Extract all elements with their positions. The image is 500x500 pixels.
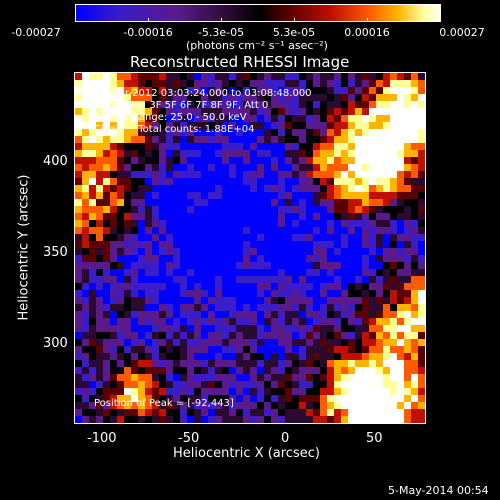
colorbar-tickmark xyxy=(440,18,441,22)
rhessi-map-image xyxy=(75,73,425,423)
colorbar-tick-label: 0.00016 xyxy=(344,26,390,39)
x-tick-label: -100 xyxy=(87,431,117,446)
annotation-detectors: Detectors: 3F 5F 6F 7F 8F 9F, Att 0 xyxy=(94,100,269,111)
colorbar-tick-label: -0.00016 xyxy=(123,26,173,39)
x-tick-label: 0 xyxy=(281,431,290,446)
annotation-peak-position: Position of Peak = [-92,443] xyxy=(94,398,234,409)
x-axis-label: Heliocentric X (arcsec) xyxy=(173,446,320,461)
map-pixels xyxy=(75,73,425,423)
colorbar-tickmark xyxy=(148,18,149,22)
annotation-clean-counts: Clean Total counts: 1.88E+04 xyxy=(94,124,255,135)
colorbar-tickmark xyxy=(221,18,222,22)
colorbar-tickmark xyxy=(294,18,295,22)
colorbar-tickmark xyxy=(75,18,76,22)
plot-frame xyxy=(74,72,426,424)
y-tick-label: 400 xyxy=(43,154,68,169)
x-tick-label: -50 xyxy=(178,431,200,446)
colorbar xyxy=(75,4,441,22)
y-axis-label: Heliocentric Y (arcsec) xyxy=(16,174,32,321)
colorbar-tickmark xyxy=(367,18,368,22)
colorbar-unit-label: (photons cm⁻² s⁻¹ asec⁻²) xyxy=(186,39,328,52)
annotation-energy-range: Energy Range: 25.0 - 50.0 keV xyxy=(94,112,247,123)
y-tick-label: 350 xyxy=(43,245,68,260)
colorbar-tick-label: 5.3e-05 xyxy=(272,26,316,39)
colorbar-tick-label: -5.3e-05 xyxy=(197,26,245,39)
annotation-time-range: 13-Mar-2012 03:03:24.000 to 03:08:48.000 xyxy=(94,88,312,99)
colorbar-tick-label: -0.00027 xyxy=(11,26,61,39)
footer-date: 5-May-2014 00:54 xyxy=(388,484,489,497)
colorbar-tick-label: 0.00027 xyxy=(439,26,485,39)
x-tick-label: 50 xyxy=(366,431,383,446)
y-tick-label: 300 xyxy=(43,336,68,351)
plot-title: Reconstructed RHESSI Image xyxy=(130,53,350,71)
